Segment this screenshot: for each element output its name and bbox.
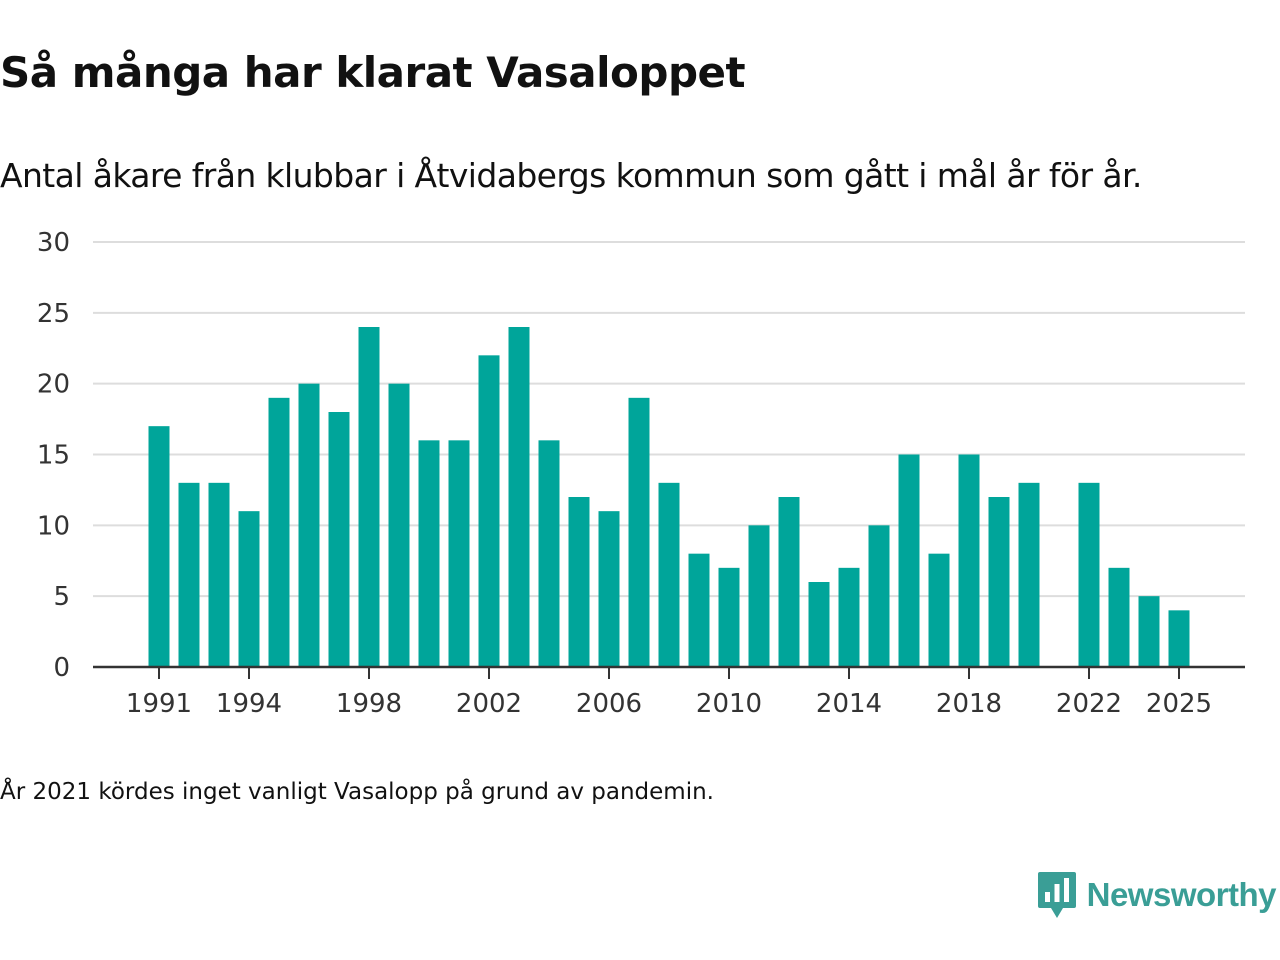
bar-2012 bbox=[778, 497, 800, 667]
bar-2009 bbox=[688, 553, 710, 667]
bar-2003 bbox=[508, 327, 530, 667]
bar-2020 bbox=[1018, 482, 1040, 667]
bar-2008 bbox=[658, 482, 680, 667]
x-tick-label-1998: 1998 bbox=[336, 689, 402, 719]
bar-1995 bbox=[268, 397, 290, 667]
bar-1994 bbox=[238, 511, 260, 667]
x-tick-label-1994: 1994 bbox=[216, 689, 282, 719]
x-tick-label-2025: 2025 bbox=[1146, 689, 1212, 719]
bar-2016 bbox=[898, 454, 920, 667]
bar-2006 bbox=[598, 511, 620, 667]
bar-1993 bbox=[208, 482, 230, 667]
bar-2013 bbox=[808, 582, 830, 667]
y-tick-label-15: 15 bbox=[37, 441, 70, 471]
bar-2019 bbox=[988, 497, 1010, 667]
bar-2024 bbox=[1138, 596, 1160, 667]
y-tick-label-30: 30 bbox=[37, 228, 70, 258]
bar-2018 bbox=[958, 454, 980, 667]
bar-1991 bbox=[148, 426, 170, 667]
bar-1999 bbox=[388, 383, 410, 667]
bars bbox=[148, 327, 1190, 667]
chart-subtitle: Antal åkare från klubbar i Åtvidabergs k… bbox=[0, 156, 1142, 195]
y-tick-label-25: 25 bbox=[37, 299, 70, 329]
footnote: År 2021 kördes inget vanligt Vasalopp på… bbox=[0, 779, 714, 805]
bar-1998 bbox=[358, 327, 380, 667]
bar-1992 bbox=[178, 482, 200, 667]
x-tick-label-2018: 2018 bbox=[936, 689, 1002, 719]
chart-title: Så många har klarat Vasaloppet bbox=[0, 48, 746, 97]
y-tick-label-5: 5 bbox=[53, 582, 70, 612]
bar-2025 bbox=[1168, 610, 1190, 667]
bar-2015 bbox=[868, 525, 890, 667]
y-tick-label-0: 0 bbox=[53, 653, 70, 683]
bar-2002 bbox=[478, 355, 500, 667]
bar-2005 bbox=[568, 497, 590, 667]
bar-2004 bbox=[538, 440, 560, 667]
x-tick-label-2014: 2014 bbox=[816, 689, 882, 719]
bar-1996 bbox=[298, 383, 320, 667]
x-tick-label-2022: 2022 bbox=[1056, 689, 1122, 719]
bar-2014 bbox=[838, 567, 860, 667]
y-tick-label-20: 20 bbox=[37, 370, 70, 400]
x-tick-label-2010: 2010 bbox=[696, 689, 762, 719]
bar-2022 bbox=[1078, 482, 1100, 667]
x-tick-label-2002: 2002 bbox=[456, 689, 522, 719]
bar-1997 bbox=[328, 412, 350, 667]
x-tick-label-1991: 1991 bbox=[126, 689, 192, 719]
bar-2017 bbox=[928, 553, 950, 667]
bar-2007 bbox=[628, 397, 650, 667]
y-tick-label-10: 10 bbox=[37, 511, 70, 541]
bar-2000 bbox=[418, 440, 440, 667]
bar-2023 bbox=[1108, 567, 1130, 667]
bar-2011 bbox=[748, 525, 770, 667]
bar-2010 bbox=[718, 567, 740, 667]
brand-logo: Newsworthy bbox=[1037, 870, 1277, 920]
x-tick-label-2006: 2006 bbox=[576, 689, 642, 719]
brand-name: Newsworthy bbox=[1086, 876, 1277, 913]
newsworthy-logo-icon bbox=[1037, 872, 1076, 918]
bar-2001 bbox=[448, 440, 470, 667]
